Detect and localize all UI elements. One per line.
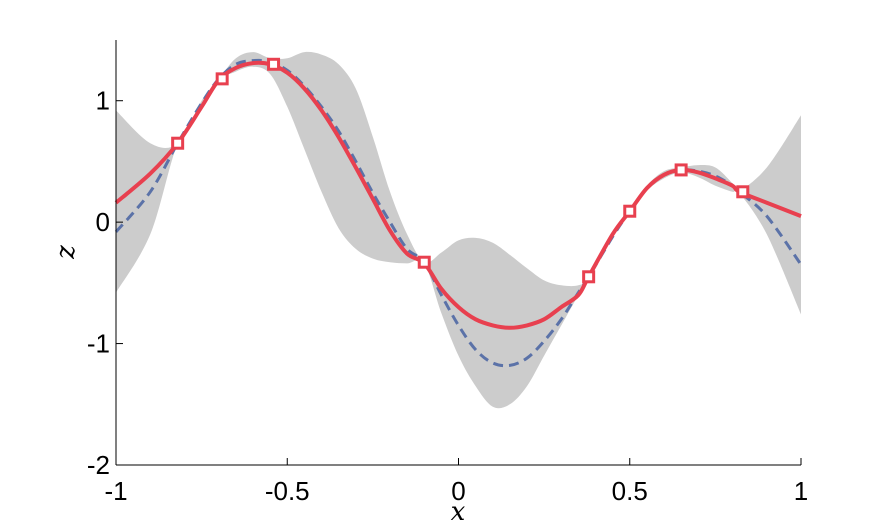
y-tick-label: 0 — [96, 207, 110, 237]
y-axis-label: z — [51, 245, 81, 260]
uncertainty-band — [116, 51, 801, 409]
y-tick-label: 1 — [96, 86, 110, 116]
x-tick-label: 0 — [451, 476, 465, 506]
sample-marker — [215, 72, 229, 86]
x-tick-label: -0.5 — [265, 476, 310, 506]
sample-marker — [582, 270, 596, 284]
data-markers — [171, 57, 750, 284]
x-axis-label: x — [451, 497, 466, 524]
x-tick-label: 0.5 — [612, 476, 648, 506]
x-tick-label: 1 — [794, 476, 808, 506]
y-tick-label: -1 — [87, 329, 110, 359]
sample-marker — [417, 255, 431, 269]
axes — [115, 40, 802, 466]
tick-labels: -1 -0.5 0 0.5 1-2-101 — [87, 86, 808, 506]
y-tick-label: -2 — [87, 450, 110, 480]
sample-marker — [267, 57, 281, 71]
sample-marker — [623, 204, 637, 218]
sample-marker — [674, 163, 688, 177]
sample-marker — [171, 136, 185, 150]
dashed-series-line — [114, 58, 803, 368]
x-tick-label: -1 — [104, 476, 127, 506]
sample-marker — [736, 185, 750, 199]
confidence-band — [116, 51, 801, 409]
